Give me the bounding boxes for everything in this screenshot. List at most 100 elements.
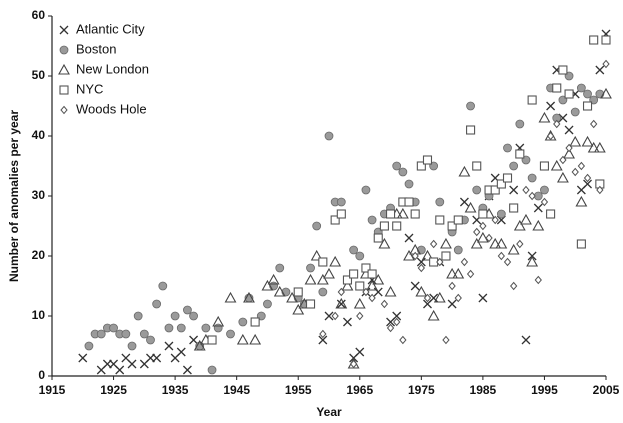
point [393,317,401,327]
point [448,281,456,291]
point [546,101,556,111]
point [602,59,610,69]
point [436,257,444,267]
point [380,299,389,309]
point [415,285,428,297]
point [355,347,365,357]
point [379,221,389,231]
point [509,161,519,171]
x-tick-label: 1975 [408,383,435,397]
y-tick-label: 60 [32,8,46,22]
point [466,269,475,279]
point [447,221,457,231]
y-axis-title: Number of anomalies per year [7,110,21,282]
point [564,125,574,135]
point [356,311,364,321]
point [429,239,438,249]
point [472,161,482,171]
point [261,279,274,291]
point [466,125,476,135]
point [522,185,530,195]
point [273,285,286,297]
x-tick-label: 1925 [100,383,127,397]
point [164,323,174,333]
point [496,209,506,219]
x-tick-label: 2005 [593,383,620,397]
point [372,273,385,285]
point [183,305,192,315]
point [553,119,561,129]
point [373,233,383,243]
point [583,173,592,183]
point [226,329,235,339]
point [392,161,402,171]
point [441,251,451,261]
point [582,101,593,111]
point [417,263,425,273]
point [550,159,563,171]
point [176,347,186,357]
point [133,311,143,321]
point [324,131,334,141]
point [581,135,594,147]
point [213,323,223,333]
point [576,239,586,249]
point [515,119,525,129]
point [243,291,255,303]
legend-marker [59,45,69,55]
point [164,341,174,351]
point [367,269,377,279]
point [423,293,432,303]
point [349,245,359,255]
point [507,243,520,255]
point [275,263,285,273]
point [109,323,118,333]
y-tick-label: 20 [32,248,46,262]
y-tick-label: 40 [32,128,46,142]
point [386,323,395,333]
point [559,155,567,165]
point [556,171,569,183]
point [503,257,512,267]
point [427,309,440,321]
point [249,333,262,345]
point [502,173,513,183]
point [238,317,248,327]
point [331,311,339,321]
point [207,365,217,375]
point [355,281,365,291]
point [577,161,586,171]
point [410,281,420,291]
point [386,209,396,219]
y-tick-label: 30 [32,188,46,202]
point [513,219,526,231]
y-tick-label: 50 [32,68,46,82]
point [399,335,407,345]
point [589,35,599,45]
point [564,89,574,99]
point [318,287,328,297]
point [527,95,537,105]
point [539,161,549,171]
point [398,167,408,177]
legend-marker [59,85,69,95]
point [392,221,402,231]
point [319,329,327,339]
point [84,341,94,351]
point [453,245,463,255]
point [373,287,383,297]
point [485,233,493,243]
point [596,185,604,195]
y-tick-label: 10 [32,308,46,322]
point [324,311,334,321]
legend-marker [59,25,69,35]
point [546,131,555,141]
point [601,35,611,45]
point [312,221,322,231]
point [349,269,359,279]
point [361,185,371,195]
point [416,257,426,267]
point [416,161,426,171]
point [78,353,88,363]
